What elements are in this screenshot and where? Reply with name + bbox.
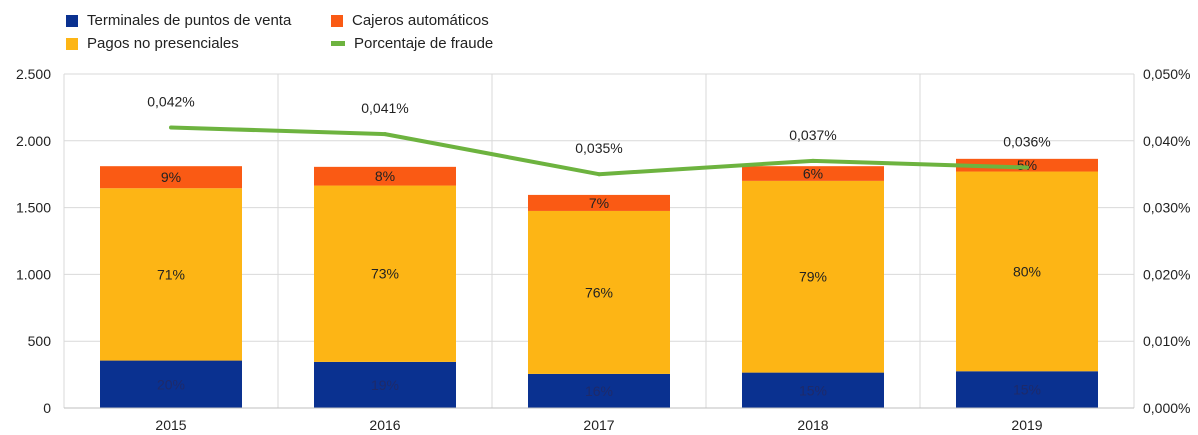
y-right-tick-label: 0,020%: [1143, 266, 1190, 282]
legend-swatch-pos: [66, 14, 78, 27]
bar-segment: [314, 185, 456, 362]
legend-line-fraud: [331, 41, 345, 46]
y-right-tick-label: 0,050%: [1143, 66, 1190, 82]
bar-data-label: 8%: [375, 168, 395, 184]
bar-data-label: 5%: [1017, 157, 1037, 173]
bar-segment: [742, 372, 884, 408]
bar-segment: [956, 171, 1098, 372]
legend-swatch-cnp: [66, 37, 78, 50]
y-right-tick-label: 0,040%: [1143, 133, 1190, 149]
legend-item-fraud: Porcentaje de fraude: [331, 35, 493, 52]
y-left-tick-label: 2.500: [16, 66, 51, 82]
bar-segment: [100, 360, 242, 408]
bar-data-label: 76%: [585, 284, 613, 300]
x-tick-label: 2018: [797, 417, 828, 433]
bar-segment: [528, 373, 670, 408]
bar-segment: [314, 166, 456, 186]
y-left-tick-label: 0: [43, 400, 51, 416]
x-tick-label: 2016: [369, 417, 400, 433]
y-left-tick-label: 1.000: [16, 266, 51, 282]
fraud-data-label: 0,035%: [575, 140, 622, 156]
y-right-tick-label: 0,030%: [1143, 200, 1190, 216]
fraud-data-label: 0,042%: [147, 93, 194, 109]
x-tick-label: 2019: [1011, 417, 1042, 433]
fraud-point: [811, 158, 815, 163]
fraud-data-label: 0,037%: [789, 127, 836, 143]
legend-label-atm: Cajeros automáticos: [352, 12, 489, 29]
bar-data-label: 79%: [799, 269, 827, 285]
y-left-tick-label: 1.500: [16, 200, 51, 216]
bar-segment: [528, 210, 670, 374]
y-right-tick-label: 0,000%: [1143, 400, 1190, 416]
fraud-point: [383, 132, 387, 137]
fraud-data-label: 0,041%: [361, 100, 408, 116]
bar-segment: [314, 361, 456, 408]
legend-swatch-atm: [331, 14, 343, 27]
y-left-tick-label: 2.000: [16, 133, 51, 149]
bar-data-label: 15%: [1013, 382, 1041, 398]
bar-data-label: 7%: [589, 195, 609, 211]
legend-item-pos: Terminales de puntos de venta: [66, 12, 291, 29]
bar-data-label: 71%: [157, 266, 185, 282]
bar-data-label: 19%: [371, 377, 399, 393]
bar-segment: [956, 371, 1098, 408]
legend-label-pos: Terminales de puntos de venta: [87, 12, 292, 29]
legend-item-atm: Cajeros automáticos: [331, 12, 489, 29]
bar-segment: [742, 166, 884, 181]
y-left-tick-label: 500: [28, 333, 52, 349]
bar-data-label: 9%: [161, 169, 181, 185]
fraud-point: [1025, 165, 1029, 170]
bar-data-label: 20%: [157, 376, 185, 392]
bar-data-label: 15%: [799, 382, 827, 398]
legend-label-cnp: Pagos no presenciales: [87, 35, 239, 52]
fraud-point: [597, 172, 601, 177]
bar-data-label: 6%: [803, 166, 823, 182]
bar-segment: [742, 180, 884, 373]
y-right-tick-label: 0,010%: [1143, 333, 1190, 349]
bar-data-label: 73%: [371, 266, 399, 282]
fraud-data-label: 0,036%: [1003, 134, 1050, 150]
x-tick-label: 2017: [583, 417, 614, 433]
legend-item-cnp: Pagos no presenciales: [66, 35, 239, 52]
fraud-point: [169, 125, 173, 130]
bar-segment: [100, 166, 242, 189]
bar-data-label: 16%: [585, 383, 613, 399]
x-tick-label: 2015: [155, 417, 186, 433]
bar-segment: [100, 188, 242, 361]
legend: Terminales de puntos de venta Cajeros au…: [66, 12, 586, 56]
bar-data-label: 80%: [1013, 263, 1041, 279]
bar-segment: [528, 194, 670, 211]
legend-label-fraud: Porcentaje de fraude: [354, 35, 494, 52]
